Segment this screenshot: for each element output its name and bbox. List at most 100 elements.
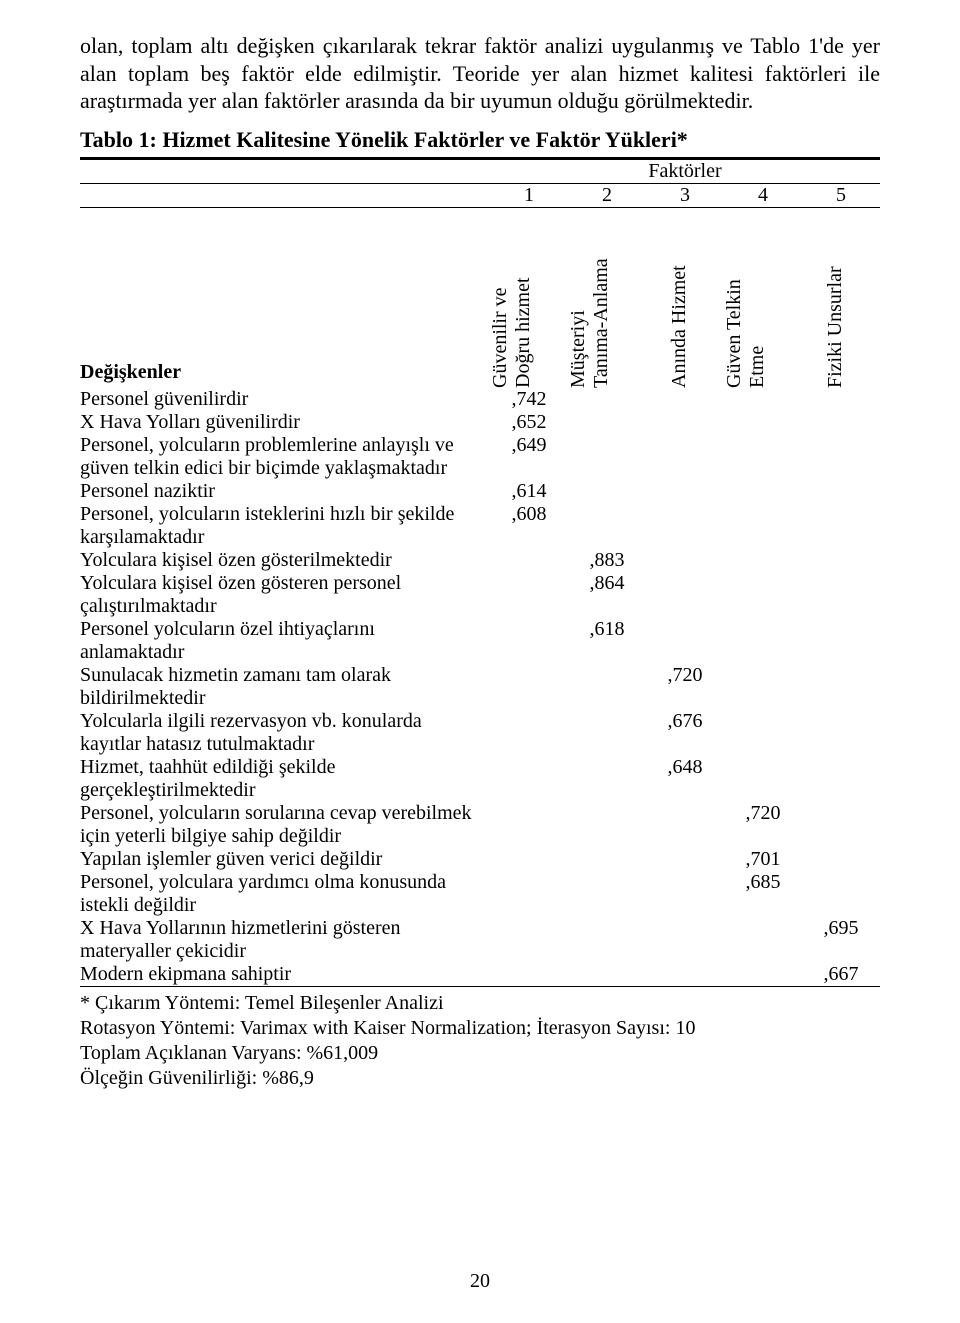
cell: ,742 — [490, 388, 568, 411]
row-label: X Hava Yolları güvenilirdir — [80, 411, 490, 434]
cell: ,720 — [646, 664, 724, 710]
page: olan, toplam altı değişken çıkarılarak t… — [0, 0, 960, 1323]
cell — [490, 917, 568, 963]
table-row: Sunulacak hizmetin zamanı tam olarak bil… — [80, 664, 880, 710]
row-label: Personel, yolcuların problemlerine anlay… — [80, 434, 490, 480]
table-row: X Hava Yolları güvenilirdir,652 — [80, 411, 880, 434]
note-line: Rotasyon Yöntemi: Varimax with Kaiser No… — [80, 1016, 880, 1041]
note-line: Toplam Açıklanan Varyans: %61,009 — [80, 1041, 880, 1066]
row-label: Yolculara kişisel özen gösterilmektedir — [80, 549, 490, 572]
cell — [802, 871, 880, 917]
cell — [802, 802, 880, 848]
cell — [490, 802, 568, 848]
cell — [646, 917, 724, 963]
cell — [568, 917, 646, 963]
row-label: Sunulacak hizmetin zamanı tam olarak bil… — [80, 664, 490, 710]
col-num: 1 — [490, 184, 568, 207]
col-label: Fiziki Unsurlar — [824, 208, 847, 388]
cell — [568, 388, 646, 411]
row-label: Modern ekipmana sahiptir — [80, 963, 490, 986]
cell — [646, 618, 724, 664]
cell — [724, 963, 802, 986]
cell — [802, 411, 880, 434]
cell — [490, 572, 568, 618]
cell — [724, 756, 802, 802]
table-header-caption: Faktörler — [80, 160, 880, 184]
row-header: Değişkenler — [80, 361, 490, 388]
cell — [568, 480, 646, 503]
row-label: Personel, yolcuların isteklerini hızlı b… — [80, 503, 490, 549]
cell: ,701 — [724, 848, 802, 871]
cell — [490, 848, 568, 871]
page-number: 20 — [0, 1270, 960, 1293]
table-row: Modern ekipmana sahiptir ,667 — [80, 963, 880, 986]
cell: ,652 — [490, 411, 568, 434]
cell — [724, 480, 802, 503]
cell — [724, 572, 802, 618]
cell: ,618 — [568, 618, 646, 664]
cell — [802, 710, 880, 756]
cell — [568, 756, 646, 802]
cell — [724, 549, 802, 572]
row-label: Yolcularla ilgili rezervasyon vb. konula… — [80, 710, 490, 756]
col-num: 2 — [568, 184, 646, 207]
table-end-rule — [80, 986, 880, 987]
row-label: Hizmet, taahhüt edildiği şekilde gerçekl… — [80, 756, 490, 802]
cell — [724, 434, 802, 480]
cell — [490, 963, 568, 986]
cell — [646, 963, 724, 986]
cell — [646, 871, 724, 917]
cell — [568, 503, 646, 549]
col-label: Güven TelkinEtme — [723, 208, 769, 388]
cell — [646, 434, 724, 480]
cell: ,676 — [646, 710, 724, 756]
col-num: 4 — [724, 184, 802, 207]
note-line: * Çıkarım Yöntemi: Temel Bileşenler Anal… — [80, 991, 880, 1016]
cell: ,667 — [802, 963, 880, 986]
cell — [724, 388, 802, 411]
cell: ,685 — [724, 871, 802, 917]
column-labels-row: Değişkenler Güvenilir veDoğru hizmet Müş… — [80, 208, 880, 388]
cell — [490, 549, 568, 572]
col-num: 5 — [802, 184, 880, 207]
cell: ,720 — [724, 802, 802, 848]
col-label: Güvenilir veDoğru hizmet — [489, 208, 535, 388]
cell: ,649 — [490, 434, 568, 480]
cell — [646, 802, 724, 848]
cell — [568, 802, 646, 848]
table-title: Tablo 1: Hizmet Kalitesine Yönelik Faktö… — [80, 127, 880, 160]
cell — [802, 480, 880, 503]
col-num: 3 — [646, 184, 724, 207]
cell — [724, 710, 802, 756]
table-row: Personel naziktir,614 — [80, 480, 880, 503]
cell — [724, 411, 802, 434]
cell — [646, 572, 724, 618]
cell — [490, 618, 568, 664]
cell — [568, 664, 646, 710]
cell — [568, 710, 646, 756]
row-label: Personel, yolcuların sorularına cevap ve… — [80, 802, 490, 848]
row-label: Personel, yolculara yardımcı olma konusu… — [80, 871, 490, 917]
cell — [490, 871, 568, 917]
cell — [724, 917, 802, 963]
cell — [646, 549, 724, 572]
cell: ,883 — [568, 549, 646, 572]
cell — [568, 871, 646, 917]
table-row: Yolculara kişisel özen gösteren personel… — [80, 572, 880, 618]
cell — [802, 434, 880, 480]
cell — [646, 503, 724, 549]
table-row: Personel, yolcuların isteklerini hızlı b… — [80, 503, 880, 549]
cell — [646, 411, 724, 434]
cell — [724, 503, 802, 549]
row-label: Personel güvenilirdir — [80, 388, 490, 411]
cell — [802, 848, 880, 871]
cell: ,695 — [802, 917, 880, 963]
table-body: Personel güvenilirdir,742X Hava Yolları … — [80, 388, 880, 986]
row-label: Yolculara kişisel özen gösteren personel… — [80, 572, 490, 618]
cell — [802, 756, 880, 802]
cell — [802, 664, 880, 710]
col-label: Anında Hizmet — [668, 208, 691, 388]
table-row: Yolcularla ilgili rezervasyon vb. konula… — [80, 710, 880, 756]
note-line: Ölçeğin Güvenilirliği: %86,9 — [80, 1066, 880, 1091]
table-row: Hizmet, taahhüt edildiği şekilde gerçekl… — [80, 756, 880, 802]
